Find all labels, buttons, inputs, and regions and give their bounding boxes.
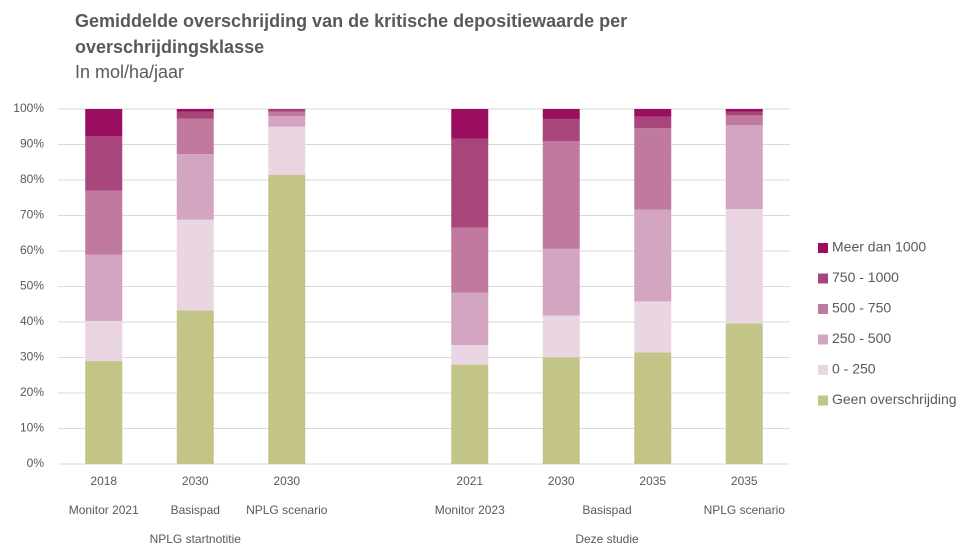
x-subgroup-label: Basispad xyxy=(171,503,220,517)
x-subgroup-label: NPLG scenario xyxy=(246,503,328,517)
bar-segment xyxy=(725,109,763,112)
x-tick-label: 2018 xyxy=(90,474,117,488)
legend-label: 750 - 1000 xyxy=(832,269,899,285)
bar-segment xyxy=(542,109,580,119)
bar-segment xyxy=(542,141,580,249)
bar-segment xyxy=(85,320,123,362)
y-tick-label: 10% xyxy=(20,421,44,435)
bar-segment xyxy=(451,138,489,228)
bar-segment xyxy=(725,323,763,464)
bar-segment xyxy=(85,190,123,255)
bar-segment xyxy=(268,111,306,117)
bar-segment xyxy=(725,111,763,116)
y-tick-label: 60% xyxy=(20,243,44,257)
x-tick-label: 2021 xyxy=(456,474,483,488)
bar-segment xyxy=(451,364,489,464)
bar-segment xyxy=(268,126,306,175)
y-tick-label: 30% xyxy=(20,350,44,364)
bar-segment xyxy=(542,315,580,358)
bar-segment xyxy=(725,209,763,324)
bar-segment xyxy=(634,128,672,210)
bar-segment xyxy=(176,109,214,112)
bar-segment xyxy=(725,125,763,210)
x-group-label: Deze studie xyxy=(575,532,639,546)
bar-segment xyxy=(176,118,214,155)
chart-title: Gemiddelde overschrijding van de kritisc… xyxy=(75,11,628,57)
bar-segment xyxy=(451,109,489,139)
legend-label: 0 - 250 xyxy=(832,361,876,377)
bar-segment xyxy=(542,248,580,316)
bar-segment xyxy=(85,361,123,464)
bar-segment xyxy=(176,154,214,220)
x-subgroup-label: Basispad xyxy=(582,503,631,517)
y-tick-label: 50% xyxy=(20,279,44,293)
bar-segment xyxy=(176,310,214,464)
legend-label: 500 - 750 xyxy=(832,300,891,316)
x-tick-label: 2030 xyxy=(273,474,300,488)
y-tick-label: 70% xyxy=(20,208,44,222)
x-tick-label: 2035 xyxy=(639,474,666,488)
bar-segment xyxy=(85,254,123,321)
legend-swatch xyxy=(818,304,828,314)
bar-segment xyxy=(634,209,672,302)
bar-segment xyxy=(451,227,489,293)
legend-label: Meer dan 1000 xyxy=(832,239,926,255)
bar-segment xyxy=(176,219,214,311)
y-tick-label: 90% xyxy=(20,137,44,151)
x-tick-label: 2030 xyxy=(548,474,575,488)
x-group-label: NPLG startnotitie xyxy=(150,532,242,546)
x-subgroup-label: Monitor 2021 xyxy=(69,503,139,517)
bar-segment xyxy=(634,301,672,353)
y-tick-label: 80% xyxy=(20,172,44,186)
legend-swatch xyxy=(818,365,828,375)
legend-swatch xyxy=(818,334,828,345)
x-tick-label: 2035 xyxy=(731,474,758,488)
bar-segment xyxy=(268,109,306,112)
x-subgroup-label: NPLG scenario xyxy=(704,503,786,517)
bar-segment xyxy=(85,109,123,137)
bar-segment xyxy=(451,345,489,365)
y-tick-label: 20% xyxy=(20,385,44,399)
y-tick-label: 0% xyxy=(27,456,45,470)
bar-segment xyxy=(634,109,672,117)
legend-swatch xyxy=(818,243,828,253)
bar-segment xyxy=(634,116,672,129)
bar-segment xyxy=(634,352,672,464)
bar-segment xyxy=(85,136,123,191)
bar-segment xyxy=(176,111,214,119)
bar-segment xyxy=(542,118,580,142)
bar-segment xyxy=(451,292,489,346)
x-subgroup-label: Monitor 2023 xyxy=(435,503,505,517)
bar-segment xyxy=(268,116,306,127)
legend-swatch xyxy=(818,395,828,406)
bar-segment xyxy=(268,109,306,110)
legend-swatch xyxy=(818,273,828,284)
y-tick-label: 40% xyxy=(20,314,44,328)
chart-subtitle: In mol/ha/jaar xyxy=(75,62,185,82)
bar-segment xyxy=(542,357,580,464)
x-tick-label: 2030 xyxy=(182,474,209,488)
legend-label: Geen overschrijding xyxy=(832,391,957,407)
legend-label: 250 - 500 xyxy=(832,330,891,346)
y-tick-label: 100% xyxy=(13,101,44,115)
bar-segment xyxy=(268,174,306,465)
bar-segment xyxy=(725,115,763,126)
